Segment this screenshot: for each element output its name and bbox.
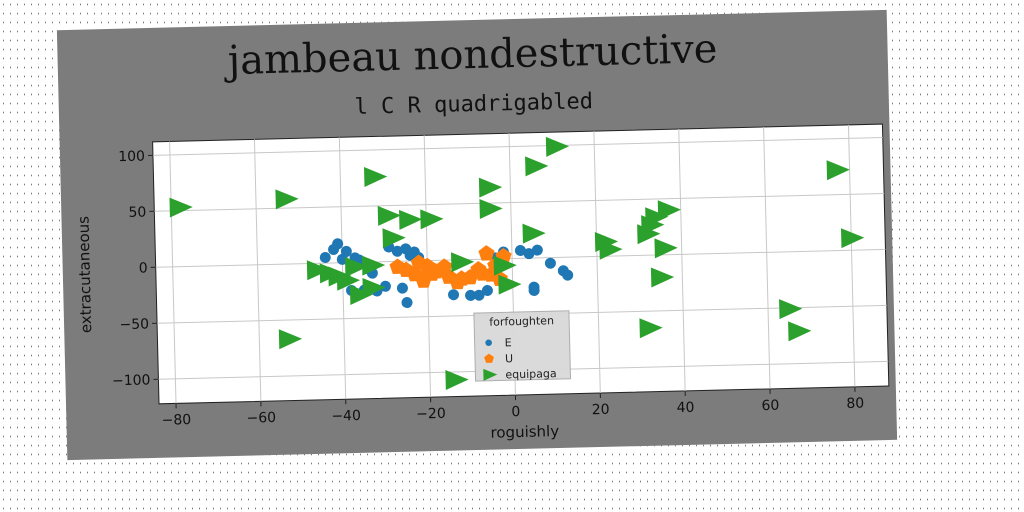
point-equipaga	[525, 156, 549, 177]
x-tick-label: 0	[511, 404, 520, 420]
x-tick-label: 60	[761, 398, 779, 414]
point-e	[465, 289, 477, 301]
x-tick-label: −60	[246, 410, 276, 427]
point-e	[396, 282, 408, 294]
x-gridline	[253, 139, 262, 402]
point-equipaga	[364, 167, 388, 188]
point-e	[336, 253, 348, 265]
legend-label-u: U	[505, 352, 513, 365]
x-tick-label: −40	[331, 408, 361, 425]
y-gridline	[152, 136, 883, 156]
point-equipaga	[493, 255, 517, 276]
y-tick-label: 0	[139, 260, 148, 276]
x-tick-label: 40	[676, 400, 694, 416]
y-tick-label: 50	[128, 204, 146, 220]
point-equipaga	[779, 299, 803, 320]
point-e	[528, 284, 540, 296]
legend-label-equipaga: equipaga	[505, 367, 557, 381]
point-e	[562, 269, 574, 281]
point-equipaga	[545, 136, 570, 157]
y-gridline	[155, 248, 886, 268]
y-axis-label: extracutaneous	[74, 216, 95, 334]
x-gridline	[847, 124, 856, 387]
point-u	[478, 245, 495, 261]
legend-label-e: E	[504, 336, 511, 349]
point-equipaga	[450, 252, 475, 273]
point-equipaga	[336, 270, 361, 291]
point-equipaga	[479, 198, 503, 219]
x-tick-label: −20	[416, 406, 446, 423]
point-equipaga	[522, 223, 546, 244]
point-u	[410, 254, 427, 271]
point-e	[481, 285, 493, 297]
point-equipaga	[399, 209, 423, 230]
y-tick-label: 100	[118, 149, 145, 166]
point-equipaga	[361, 255, 386, 276]
point-equipaga	[344, 257, 369, 278]
x-gridline	[763, 126, 771, 389]
chart-figure: jambeau nondestructive l C R quadrigable…	[56, 9, 898, 461]
scatter-plot: −80 −60 −40 −20 0 20 40 60 80 −100 −50 0 50 100 roguis…	[74, 123, 890, 442]
point-equipaga	[498, 274, 522, 295]
point-equipaga	[826, 160, 850, 181]
point-equipaga	[657, 200, 681, 221]
x-tick-label: 20	[592, 402, 610, 418]
point-e	[404, 249, 416, 261]
point-e	[319, 252, 331, 264]
point-equipaga	[599, 239, 623, 260]
x-axis-label: roguishly	[490, 422, 559, 442]
point-equipaga	[382, 228, 406, 249]
x-tick-label: 80	[846, 396, 864, 412]
point-equipaga	[306, 260, 331, 281]
x-gridline	[593, 131, 601, 394]
legend-title: forfoughten	[489, 314, 554, 329]
y-tick-label: −50	[119, 316, 149, 333]
point-e	[514, 245, 526, 257]
legend-box	[473, 310, 572, 382]
point-equipaga	[639, 318, 663, 339]
plot-area	[152, 123, 890, 405]
x-gridline	[338, 137, 347, 400]
point-e	[328, 243, 340, 255]
point-e	[391, 245, 403, 257]
x-gridline	[169, 141, 177, 404]
point-e	[473, 289, 485, 301]
x-tick-label: −80	[161, 412, 191, 429]
legend-marker-equipaga	[483, 368, 498, 381]
point-u	[470, 260, 487, 277]
point-equipaga	[788, 321, 812, 342]
point-e	[531, 244, 543, 256]
point-u	[423, 265, 440, 281]
point-equipaga	[349, 284, 374, 305]
point-e	[448, 289, 460, 301]
point-e	[379, 280, 391, 292]
point-e	[544, 257, 556, 269]
point-equipaga	[275, 189, 299, 210]
x-gridline	[678, 129, 686, 391]
point-equipaga	[445, 370, 469, 391]
y-tick-label: −100	[112, 372, 151, 389]
legend-marker-u	[484, 353, 494, 363]
legend-marker-e	[485, 339, 492, 347]
point-equipaga	[420, 209, 444, 230]
point-equipaga	[654, 238, 678, 259]
point-equipaga	[645, 207, 669, 228]
point-e	[401, 297, 413, 309]
point-equipaga	[362, 277, 386, 298]
point-equipaga	[169, 197, 193, 218]
point-equipaga	[278, 329, 303, 350]
point-equipaga	[840, 228, 865, 249]
point-equipaga	[478, 177, 503, 198]
point-equipaga	[377, 205, 401, 226]
point-e	[523, 248, 535, 260]
point-equipaga	[650, 267, 675, 288]
